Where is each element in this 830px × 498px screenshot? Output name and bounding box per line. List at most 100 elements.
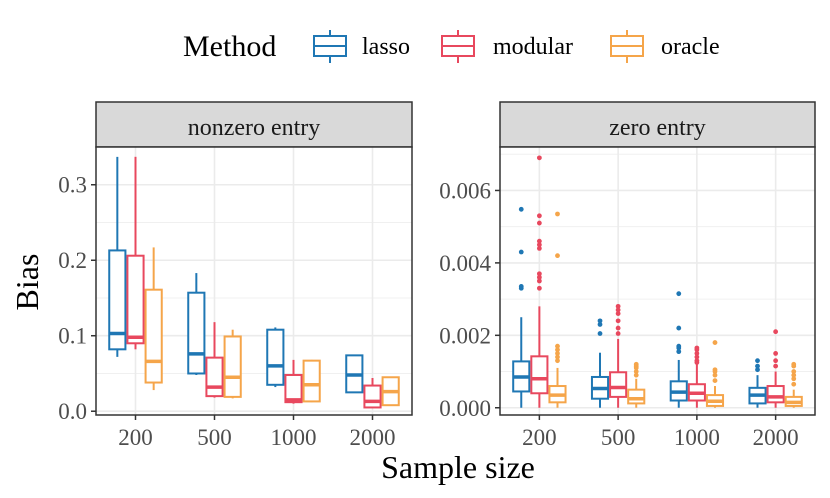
box-oracle-200 <box>548 211 567 408</box>
x-tick-label: 2000 <box>350 425 396 450</box>
outlier-point <box>791 369 797 374</box>
legend-key-lasso <box>313 30 347 63</box>
outlier-point <box>555 253 560 259</box>
box-iqr <box>126 254 145 345</box>
outlier-point <box>773 358 779 364</box>
outlier-point <box>773 363 779 369</box>
box-iqr <box>609 371 628 398</box>
outlier-point <box>615 331 621 336</box>
outlier-point <box>676 343 682 349</box>
y-tick-label: 0.006 <box>439 178 491 203</box>
outlier-point <box>712 340 718 345</box>
box-oracle-1000 <box>705 340 725 408</box>
box-lasso-200 <box>108 156 127 357</box>
box-iqr <box>627 388 646 405</box>
outlier-point <box>676 291 682 297</box>
outlier-point <box>712 367 718 373</box>
outlier-point <box>633 361 639 367</box>
outlier-point <box>633 372 639 378</box>
y-tick-label: 0.002 <box>439 323 491 348</box>
x-tick-label: 1000 <box>271 425 317 450</box>
outlier-point <box>555 354 560 360</box>
outlier-point <box>791 376 797 382</box>
box-modular-1000 <box>284 359 303 404</box>
box-oracle-1000 <box>302 359 321 403</box>
box-modular-2000 <box>766 329 785 408</box>
box-modular-1000 <box>687 345 706 408</box>
box-lasso-500 <box>187 273 206 375</box>
outlier-point <box>555 358 560 364</box>
outlier-point <box>712 378 718 383</box>
series-modular <box>126 156 382 409</box>
legend: Method lasso modular oracle <box>183 30 720 63</box>
plot-area <box>500 147 815 415</box>
outlier-point <box>536 213 542 219</box>
box-lasso-1000 <box>669 291 688 408</box>
outlier-point <box>536 274 542 280</box>
outlier-point <box>773 351 779 356</box>
outlier-point <box>615 318 621 324</box>
box-iqr <box>530 355 549 395</box>
box-lasso-2000 <box>748 358 767 408</box>
box-oracle-2000 <box>784 361 803 408</box>
legend-label-modular: modular <box>493 34 573 60</box>
y-tick-label: 0.0 <box>58 399 87 424</box>
outlier-point <box>791 372 797 378</box>
box-iqr <box>187 291 206 375</box>
box-modular-200 <box>530 155 549 408</box>
outlier-point <box>615 325 621 331</box>
series-oracle <box>548 211 803 408</box>
panel-strip <box>499 101 816 148</box>
box-oracle-200 <box>144 247 163 391</box>
outlier-point <box>615 311 621 316</box>
box-iqr <box>302 359 321 403</box>
outlier-point <box>555 343 560 349</box>
box-lasso-1000 <box>266 327 285 388</box>
outlier-point <box>755 358 760 364</box>
panel-border <box>95 146 413 416</box>
panel-1: nonzero entry 0.0 0.1 0.2 0.3 200 500 1000 2000 <box>58 101 413 450</box>
y-tick-label: 0.004 <box>439 251 491 276</box>
legend-key-oracle <box>610 30 644 63</box>
box-modular-500 <box>205 322 224 398</box>
outlier-point <box>536 246 542 251</box>
box-lasso-200 <box>512 206 531 408</box>
legend-key-modular <box>441 30 475 63</box>
outlier-point <box>536 242 542 248</box>
outlier-point <box>555 351 560 356</box>
panel-strip <box>95 101 413 148</box>
panel-title: zero entry <box>609 115 706 141</box>
box-modular-200 <box>126 156 145 350</box>
x-tick-label: 500 <box>601 425 636 450</box>
box-modular-2000 <box>363 378 382 409</box>
outlier-point <box>518 284 524 289</box>
panel-2: zero entry 0.000 0.002 0.004 0.006 200 500 1000… <box>439 101 816 450</box>
outlier-point <box>694 351 700 356</box>
legend-label-oracle: oracle <box>661 34 720 60</box>
box-lasso-2000 <box>345 354 364 394</box>
outlier-point <box>536 155 542 161</box>
y-axis-title: Bias <box>9 254 45 311</box>
outlier-point <box>694 354 700 360</box>
panel-border <box>499 146 816 416</box>
outlier-point <box>633 369 639 374</box>
outlier-point <box>615 303 621 309</box>
y-tick-label: 0.3 <box>58 173 87 198</box>
outlier-point <box>694 358 700 364</box>
outlier-point <box>694 345 700 351</box>
box-oracle-500 <box>223 329 242 399</box>
outlier-point <box>712 372 718 378</box>
series-modular <box>530 155 785 408</box>
outlier-point <box>518 206 524 212</box>
outlier-point <box>791 381 797 387</box>
box-iqr <box>266 328 285 386</box>
outlier-point <box>755 363 760 369</box>
box-iqr <box>284 373 303 404</box>
x-tick-label: 2000 <box>753 425 799 450</box>
box-modular-500 <box>609 303 628 408</box>
outlier-point <box>555 347 560 353</box>
series-oracle <box>144 247 400 407</box>
outlier-point <box>755 367 760 373</box>
outlier-point <box>536 278 542 284</box>
x-tick-label: 500 <box>197 425 232 450</box>
